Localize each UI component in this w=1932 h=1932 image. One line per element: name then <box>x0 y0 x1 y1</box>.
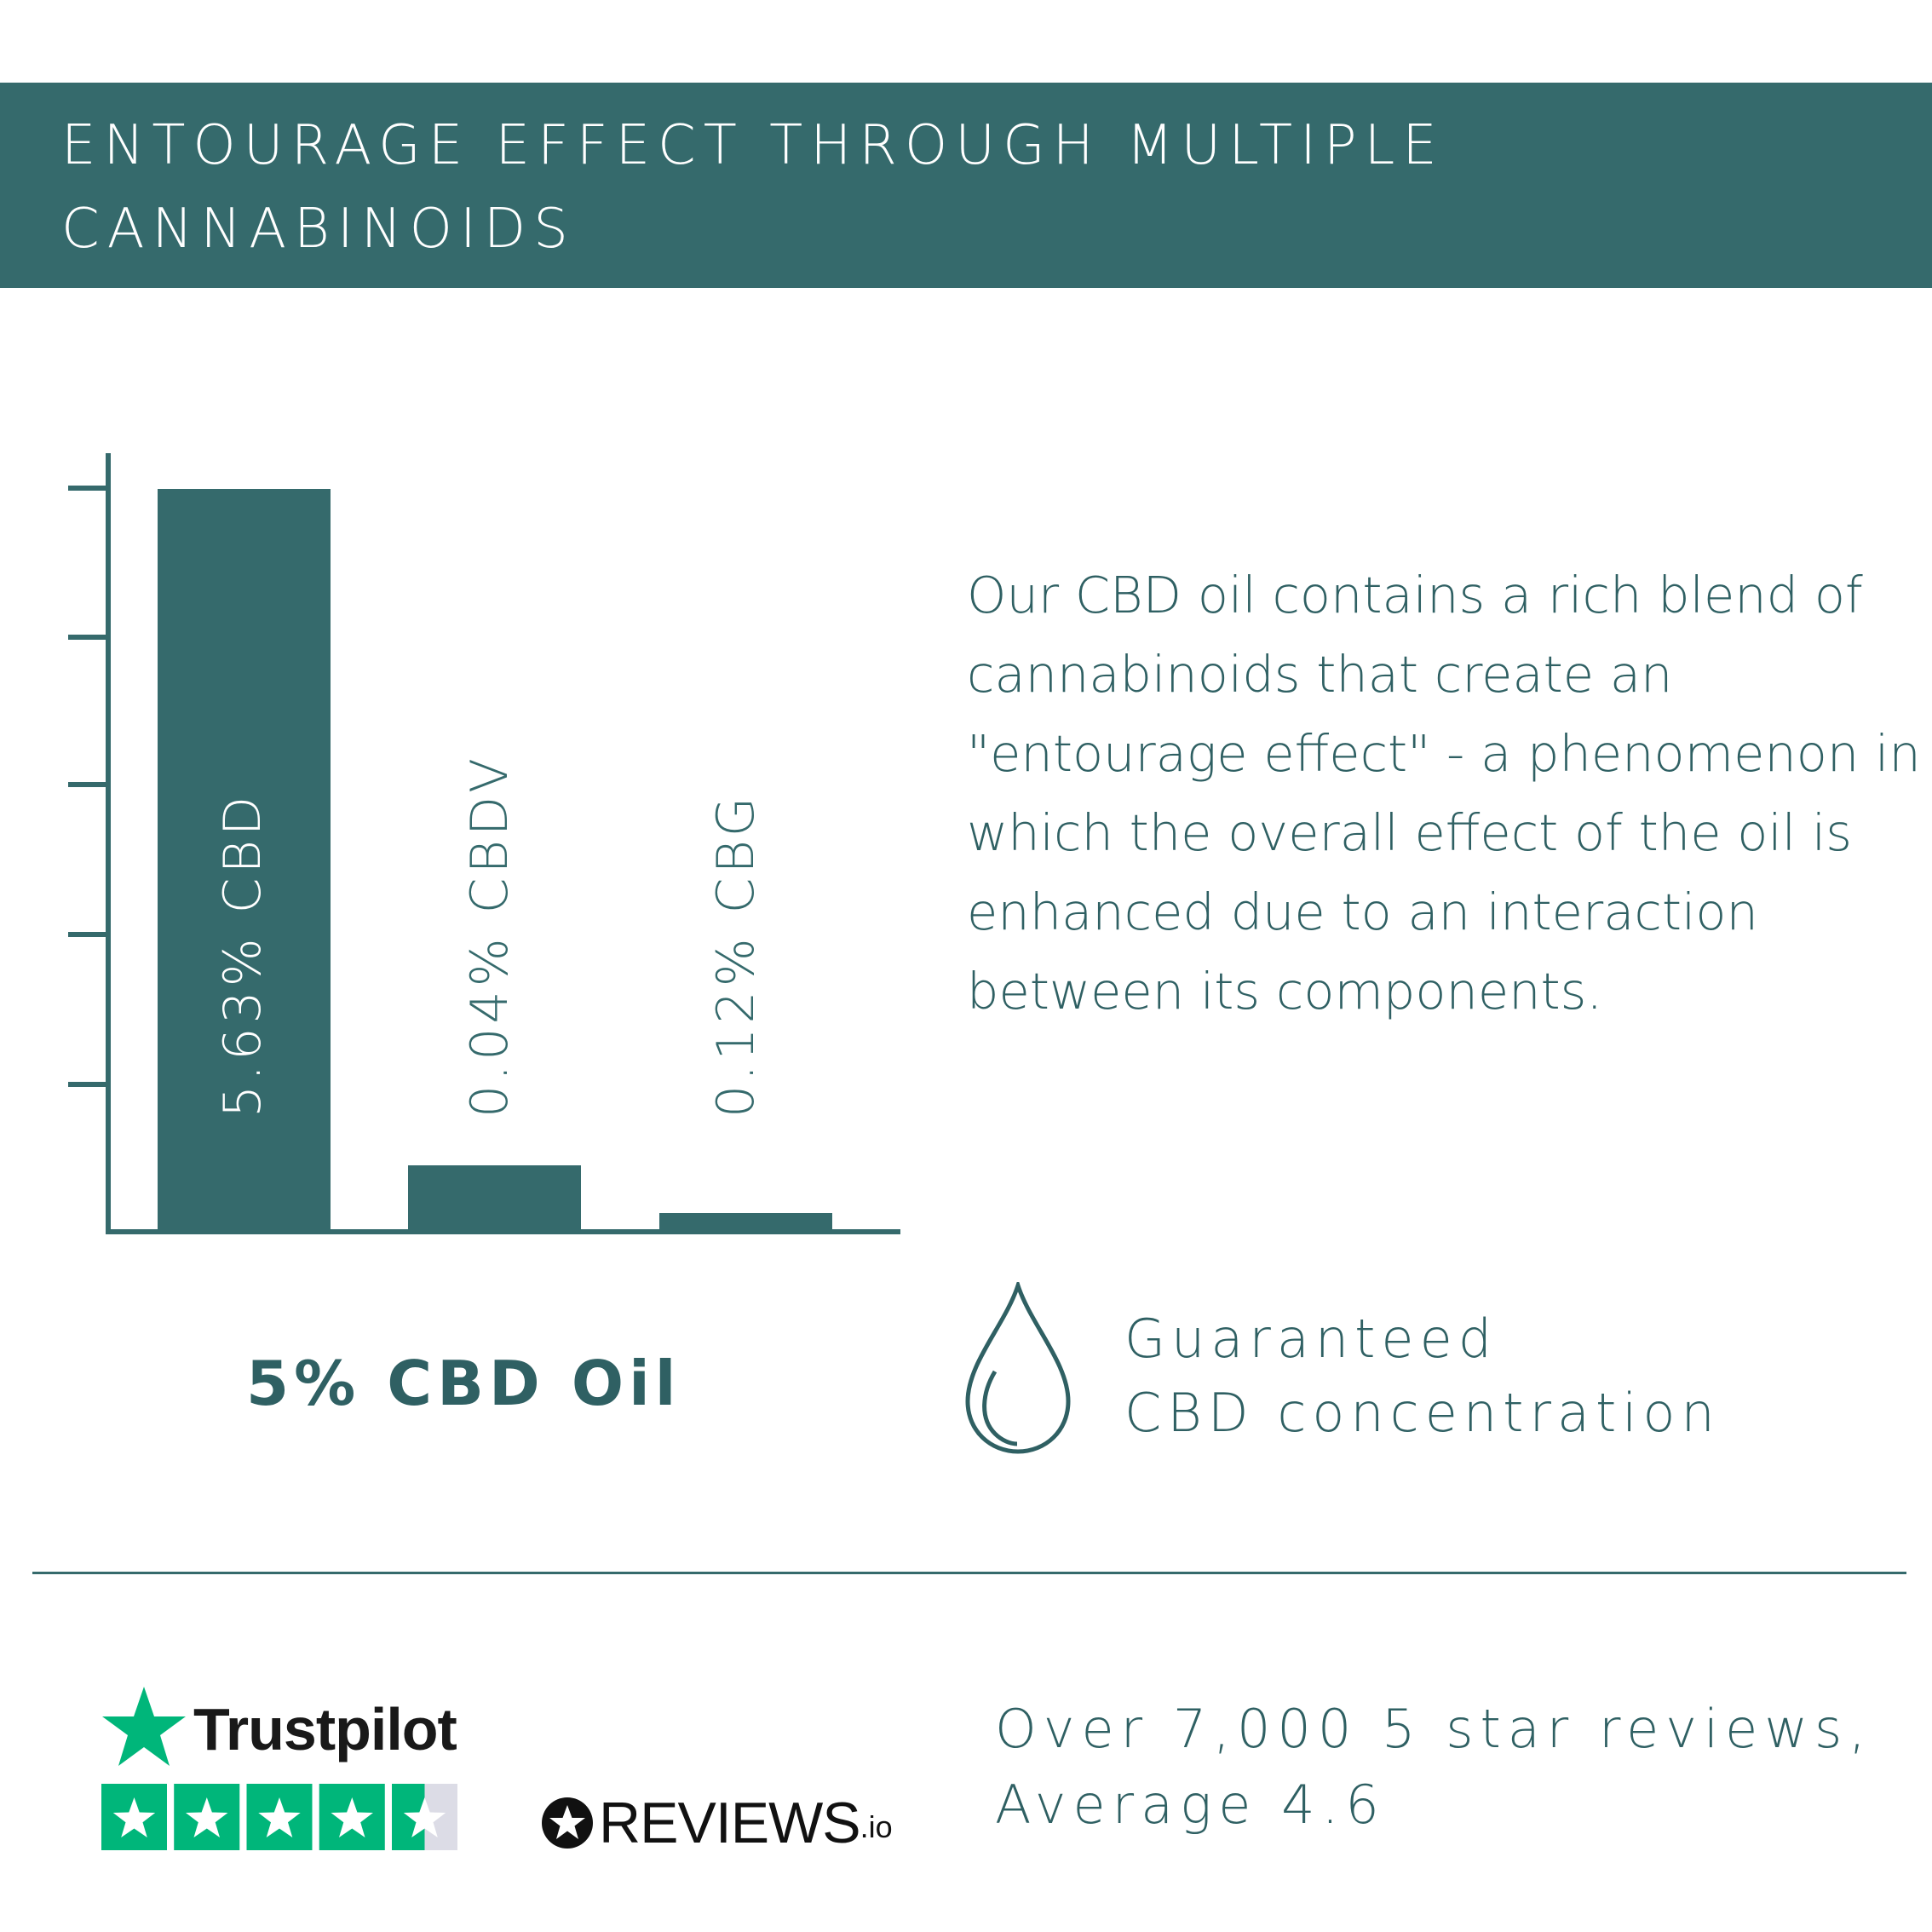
bar-cbd <box>158 489 331 1232</box>
rating-star <box>101 1784 167 1850</box>
bar-label-cbg: 0.12% CBG <box>706 792 766 1118</box>
rating-star <box>392 1784 457 1850</box>
droplet-icon <box>965 1282 1071 1454</box>
chart-title: 5% CBD Oil <box>246 1348 681 1419</box>
guarantee-line-2: CBD concentration <box>1124 1382 1721 1444</box>
reviewsio-logo: REVIEWS .io <box>539 1789 893 1857</box>
cannabinoid-bar-chart <box>68 453 900 1234</box>
reviewsio-star-icon <box>542 1797 593 1849</box>
divider <box>32 1572 1906 1574</box>
rating-star <box>246 1784 313 1850</box>
bar-label-cbdv: 0.04% CBDV <box>460 753 520 1118</box>
description-text: Our CBD oil contains a rich blend of can… <box>967 566 1921 1021</box>
bar-cbg <box>659 1213 832 1232</box>
guarantee-line-1: Guaranteed <box>1124 1308 1498 1370</box>
reviews-summary: Over 7,000 5 star reviews, Average 4.6 <box>995 1691 1872 1843</box>
trustpilot-logo: Trustpilot <box>101 1685 468 1855</box>
header-banner <box>0 83 1932 288</box>
trustpilot-rating-stars <box>101 1784 457 1850</box>
reviews-line-2: Average 4.6 <box>995 1774 1386 1836</box>
reviewsio-suffix: .io <box>860 1809 893 1844</box>
reviews-line-1: Over 7,000 5 star reviews, <box>995 1698 1873 1760</box>
reviewsio-name: REVIEWS <box>599 1791 861 1855</box>
trustpilot-star-icon <box>102 1687 186 1766</box>
guarantee-text: Guaranteed CBD concentration <box>1124 1302 1721 1450</box>
bar-cbdv <box>408 1165 581 1232</box>
rating-star <box>319 1784 385 1850</box>
trustpilot-name: Trustpilot <box>193 1696 457 1762</box>
page-title: ENTOURAGE EFFECT THROUGH MULTIPLE CANNAB… <box>61 114 1445 261</box>
bar-label-cbd: 5.63% CBD <box>213 791 273 1118</box>
rating-star <box>174 1784 240 1850</box>
